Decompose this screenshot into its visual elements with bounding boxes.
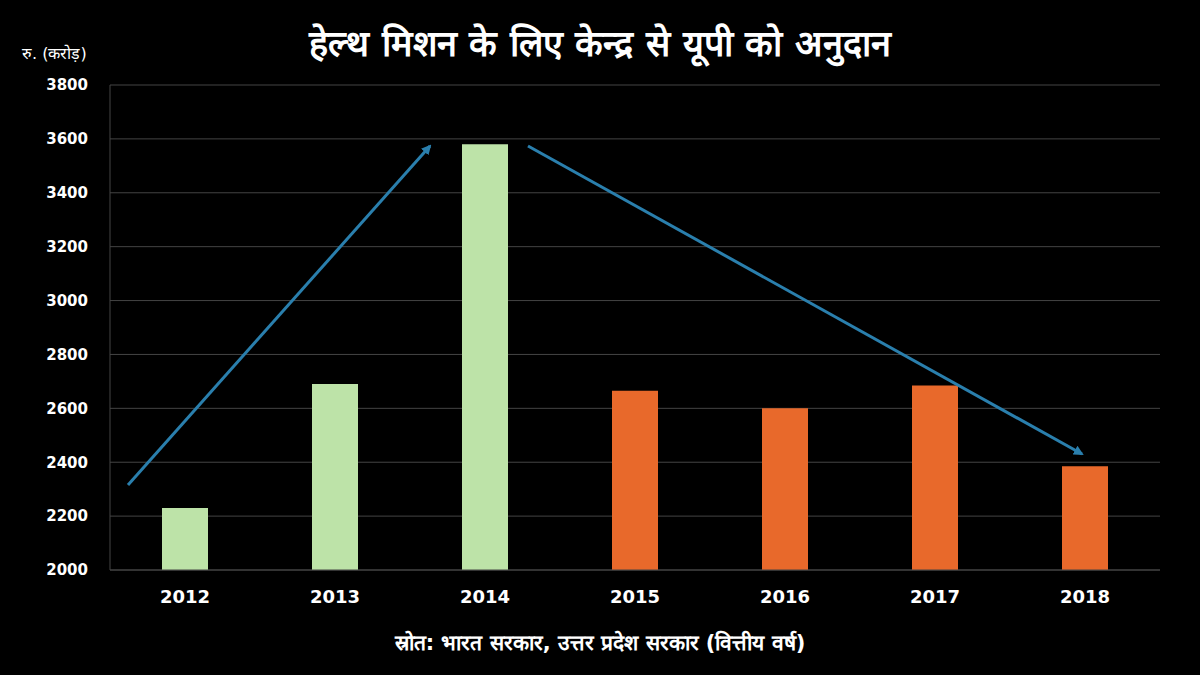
svg-text:3800: 3800 [46,76,88,94]
svg-text:2400: 2400 [46,454,88,472]
svg-text:2600: 2600 [46,400,88,418]
svg-text:2013: 2013 [310,586,360,607]
svg-text:2018: 2018 [1060,586,1110,607]
html-text:हेल्थ मिशन के लिए केन्द्र से य: हेल्थ मिशन के लिए केन्द्र से यूपी को अनु… [309,23,891,64]
svg-text:2200: 2200 [46,507,88,525]
svg-text:2016: 2016 [760,586,810,607]
svg-text:3200: 3200 [46,238,88,256]
html-text:स्रोत: भारत सरकार, उत्तर प्रदे: स्रोत: भारत सरकार, उत्तर प्रदेश सरकार (व… [394,631,806,655]
svg-text:3600: 3600 [46,130,88,148]
svg-text:2800: 2800 [46,346,88,364]
svg-text:3000: 3000 [46,292,88,310]
svg-text:2015: 2015 [610,586,660,607]
svg-text:2017: 2017 [910,586,960,607]
svg-text:2012: 2012 [160,586,210,607]
svg-text:3400: 3400 [46,184,88,202]
html-text:रु. (करोड़): रु. (करोड़) [22,44,87,63]
svg-text:2014: 2014 [460,586,510,607]
svg-text:2000: 2000 [46,561,88,579]
